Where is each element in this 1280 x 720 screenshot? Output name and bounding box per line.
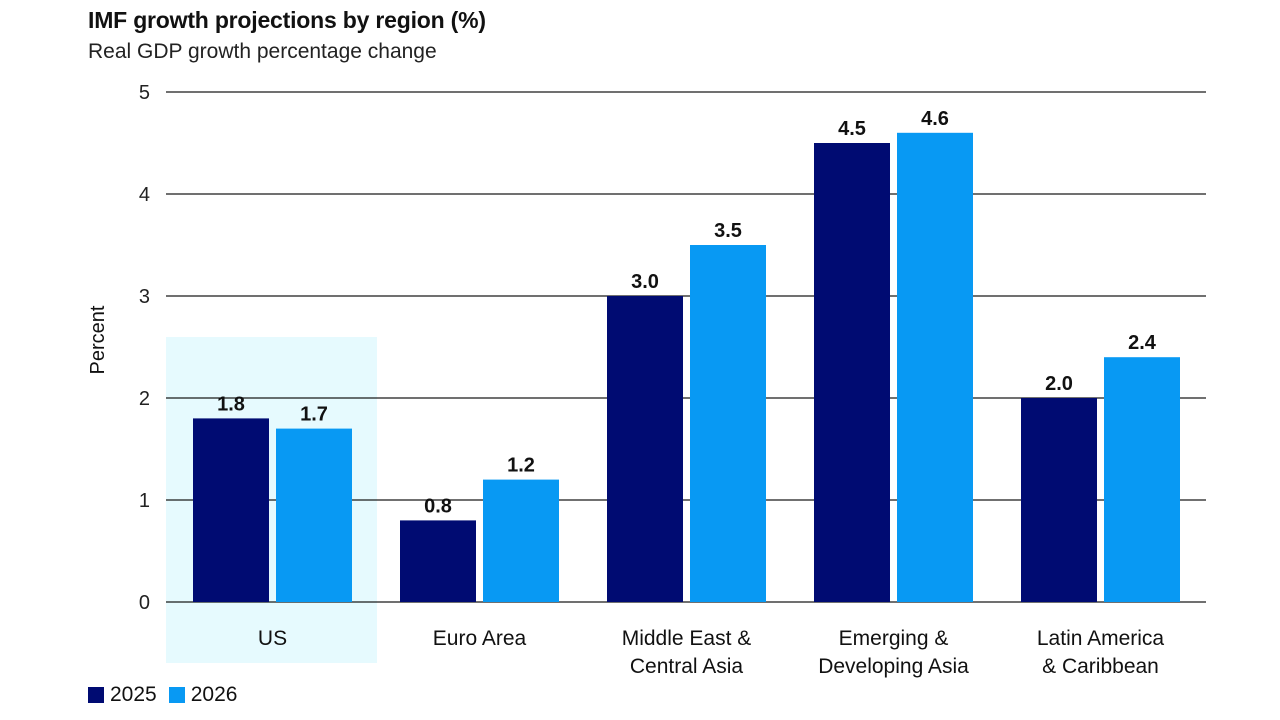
category-label-emerging-and-developing-asia: Emerging & Developing Asia [818, 627, 969, 678]
bar-chart: 0 1 2 3 4 5 1.8 1.7 US 0.8 1.2 Euro Area 3.0 3.5 Middl… [87, 82, 1206, 678]
bar-latin-america-and-caribbean-2025 [1021, 398, 1097, 602]
bar-latin-america-and-caribbean-2026 [1104, 357, 1180, 602]
category-label-line-1: Middle East & [622, 627, 752, 650]
bar-emerging-and-developing-asia-2026 [897, 132, 973, 603]
y-tick-label-5: 5 [139, 82, 150, 104]
category-label-us: US [258, 627, 287, 650]
legend: 2025 2026 [88, 683, 249, 707]
legend-swatch-2025 [88, 687, 104, 703]
value-label-latin-america-and-caribbean-2026: 2.4 [1128, 332, 1157, 354]
y-tick-label-4: 4 [139, 184, 150, 206]
y-tick-label-2: 2 [139, 388, 150, 410]
category-label-euro-area: Euro Area [433, 627, 527, 650]
value-label-us-2026: 1.7 [300, 404, 328, 426]
category-label-line-1: Emerging & [839, 627, 949, 650]
value-label-euro-area-2026: 1.2 [507, 455, 535, 477]
bar-euro-area-2026 [483, 479, 559, 602]
category-label-line-1: Latin America [1037, 627, 1165, 650]
bar-us-2026 [276, 428, 352, 602]
category-label-line-1: US [258, 627, 287, 650]
bar-middle-east-and-central-asia-2026 [690, 245, 766, 602]
category-label-latin-america-and-caribbean: Latin America & Caribbean [1037, 627, 1165, 678]
value-label-emerging-and-developing-asia-2025: 4.5 [838, 118, 866, 140]
bar-euro-area-2025 [400, 520, 476, 602]
chart-subtitle: Real GDP growth percentage change [88, 40, 437, 63]
y-tick-label-0: 0 [139, 592, 150, 614]
value-label-middle-east-and-central-asia-2025: 3.0 [631, 271, 659, 293]
bar-us-2025 [193, 418, 269, 602]
bar-middle-east-and-central-asia-2025 [607, 296, 683, 602]
legend-item-2025: 2025 [88, 683, 157, 707]
y-tick-label-3: 3 [139, 286, 150, 308]
value-label-middle-east-and-central-asia-2026: 3.5 [714, 220, 742, 242]
value-label-euro-area-2025: 0.8 [424, 495, 452, 517]
value-label-us-2025: 1.8 [217, 393, 245, 415]
chart-title: IMF growth projections by region (%) [88, 7, 486, 33]
category-label-middle-east-and-central-asia: Middle East & Central Asia [622, 627, 752, 678]
legend-swatch-2026 [168, 687, 185, 703]
y-tick-label-1: 1 [139, 490, 150, 512]
category-label-line-1: Euro Area [433, 627, 527, 650]
legend-label-2026: 2026 [190, 683, 238, 706]
legend-label-2025: 2025 [110, 683, 157, 706]
value-label-latin-america-and-caribbean-2025: 2.0 [1045, 373, 1073, 395]
value-label-emerging-and-developing-asia-2026: 4.6 [921, 108, 949, 130]
legend-item-2026: 2026 [168, 683, 238, 707]
category-label-line-2: & Caribbean [1042, 655, 1159, 678]
category-label-line-2: Central Asia [630, 655, 744, 678]
category-label-line-2: Developing Asia [818, 655, 969, 678]
bar-emerging-and-developing-asia-2025 [814, 143, 890, 602]
y-axis-label: Percent [87, 305, 109, 374]
